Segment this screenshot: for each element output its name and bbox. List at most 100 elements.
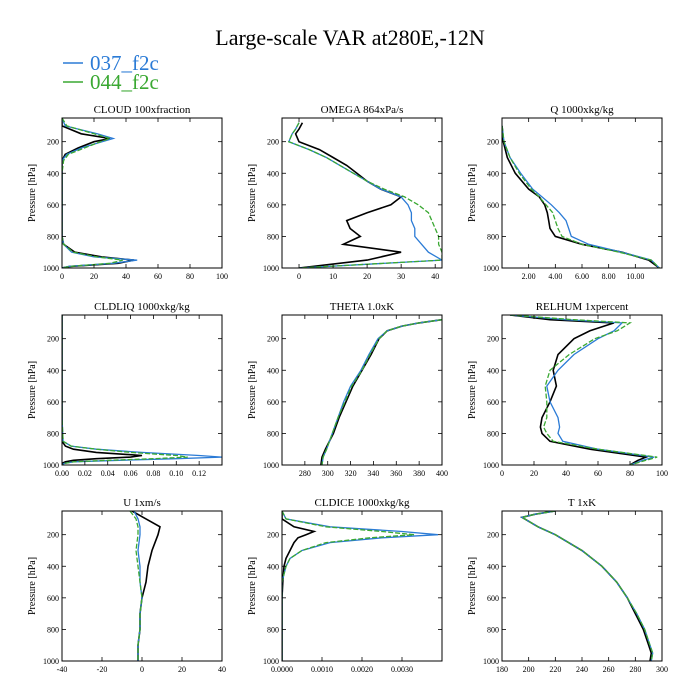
- series-line-s2: [287, 122, 442, 268]
- legend-label-044: 044_f2c: [90, 70, 159, 94]
- x-tick-label: 320: [345, 469, 357, 478]
- y-tick-label: 200: [47, 531, 59, 540]
- panel-3: Q 1000xkg/kg Pressure [hPa] 2.00 4.00 6.00 8.…: [467, 104, 663, 281]
- series-line-s2: [62, 315, 188, 465]
- x-tick-label: 2.00: [522, 272, 536, 281]
- y-tick-label: 600: [487, 201, 499, 210]
- x-tick-label: 0: [297, 272, 301, 281]
- panel-8: CLDICE 1000xkg/kg Pressure [hPa] 0.0000 0.0…: [247, 497, 443, 674]
- y-axis-label: Pressure [hPa]: [27, 164, 38, 222]
- x-tick-label: 260: [603, 665, 615, 674]
- x-tick-label: 6.00: [575, 272, 589, 281]
- x-tick-label: -20: [97, 665, 108, 674]
- series-line-s2: [129, 511, 143, 661]
- x-tick-label: 100: [656, 469, 668, 478]
- panel-5: THETA 1.0xK Pressure [hPa] 280 300 320 340 360…: [247, 301, 448, 478]
- x-tick-label: 0.0030: [391, 665, 413, 674]
- y-tick-label: 600: [47, 201, 59, 210]
- y-tick-label: 1000: [483, 264, 499, 273]
- series-line-s2: [321, 319, 442, 465]
- panel-grid: CLOUD 100xfraction Pressure [hPa] 0 20 40 60 8…: [27, 104, 668, 674]
- series-line-obs: [294, 122, 403, 268]
- y-tick-label: 400: [267, 562, 279, 571]
- panel-2: OMEGA 864xPa/s Pressure [hPa] 0 10 20 30 40 200…: [247, 104, 443, 281]
- y-tick-label: 1000: [43, 461, 59, 470]
- x-tick-label: 100: [216, 272, 228, 281]
- x-tick-label: 380: [413, 469, 425, 478]
- plot-frame: [281, 314, 443, 466]
- y-axis-label: Pressure [hPa]: [247, 361, 258, 419]
- y-tick-label: 400: [487, 169, 499, 178]
- plot-frame: [61, 510, 223, 662]
- panel-title: OMEGA 864xPa/s: [321, 104, 404, 116]
- y-tick-label: 600: [487, 594, 499, 603]
- x-tick-label: 0.0010: [311, 665, 333, 674]
- series-line-obs: [282, 511, 317, 661]
- panel-title: Q 1000xkg/kg: [550, 104, 614, 116]
- panel-title: THETA 1.0xK: [330, 301, 395, 313]
- x-tick-label: 0.00: [55, 469, 69, 478]
- x-tick-label: 60: [594, 469, 602, 478]
- x-tick-label: 240: [576, 665, 588, 674]
- x-tick-label: 280: [299, 469, 311, 478]
- x-tick-label: 0.02: [78, 469, 92, 478]
- y-tick-label: 600: [47, 594, 59, 603]
- y-tick-label: 400: [47, 169, 59, 178]
- panel-6: RELHUM 1xpercent Pressure [hPa] 0 20 40 60 80 1…: [467, 301, 668, 478]
- x-tick-label: 40: [431, 272, 439, 281]
- y-tick-label: 600: [47, 398, 59, 407]
- x-tick-label: 0.12: [192, 469, 206, 478]
- y-tick-label: 400: [487, 562, 499, 571]
- y-tick-label: 1000: [43, 657, 59, 666]
- panel-9: T 1xK Pressure [hPa] 180 200 220 240 260 280 300…: [467, 497, 668, 674]
- y-tick-label: 200: [487, 335, 499, 344]
- x-tick-label: 0: [500, 469, 504, 478]
- y-tick-label: 400: [47, 562, 59, 571]
- y-axis-label: Pressure [hPa]: [467, 557, 478, 615]
- series-line-s2: [62, 118, 123, 268]
- y-tick-label: 800: [267, 429, 279, 438]
- x-tick-label: 300: [656, 665, 668, 674]
- y-tick-label: 200: [487, 531, 499, 540]
- y-tick-label: 200: [47, 138, 59, 147]
- y-tick-label: 200: [487, 138, 499, 147]
- series-line-obs: [320, 318, 442, 465]
- x-tick-label: 40: [562, 469, 570, 478]
- series-line-obs: [519, 511, 653, 661]
- x-tick-label: 180: [496, 665, 508, 674]
- y-tick-label: 1000: [263, 264, 279, 273]
- y-tick-label: 1000: [263, 657, 279, 666]
- y-tick-label: 1000: [483, 657, 499, 666]
- x-tick-label: 0: [140, 665, 144, 674]
- plot-frame: [281, 117, 443, 269]
- x-tick-label: 10: [329, 272, 337, 281]
- series-line-s1: [321, 319, 442, 465]
- x-tick-label: 0.0000: [271, 665, 293, 674]
- series-line-s1: [520, 511, 654, 661]
- y-axis-label: Pressure [hPa]: [247, 557, 258, 615]
- panel-title: CLDICE 1000xkg/kg: [314, 497, 410, 509]
- series-line-s1: [287, 122, 442, 268]
- x-tick-label: 40: [122, 272, 130, 281]
- panel-7: U 1xm/s Pressure [hPa] -40 -20 0 20 40 200 400 60…: [27, 497, 226, 674]
- y-axis-label: Pressure [hPa]: [27, 557, 38, 615]
- y-tick-label: 600: [267, 398, 279, 407]
- series-line-s1: [62, 118, 138, 268]
- y-tick-label: 200: [267, 138, 279, 147]
- y-tick-label: 800: [47, 232, 59, 241]
- y-tick-label: 800: [487, 429, 499, 438]
- series-line-s1: [282, 511, 439, 661]
- x-tick-label: -40: [57, 665, 68, 674]
- x-tick-label: 20: [530, 469, 538, 478]
- x-tick-label: 10.00: [626, 272, 644, 281]
- series-line-s1: [509, 315, 655, 465]
- plot-frame: [61, 117, 223, 269]
- x-tick-label: 0.06: [124, 469, 138, 478]
- y-tick-label: 200: [267, 531, 279, 540]
- series-line-s2: [520, 511, 654, 661]
- figure-title: Large-scale VAR at280E,-12N: [215, 25, 485, 50]
- y-tick-label: 200: [47, 335, 59, 344]
- y-tick-label: 800: [487, 232, 499, 241]
- y-tick-label: 800: [487, 625, 499, 634]
- x-tick-label: 400: [436, 469, 448, 478]
